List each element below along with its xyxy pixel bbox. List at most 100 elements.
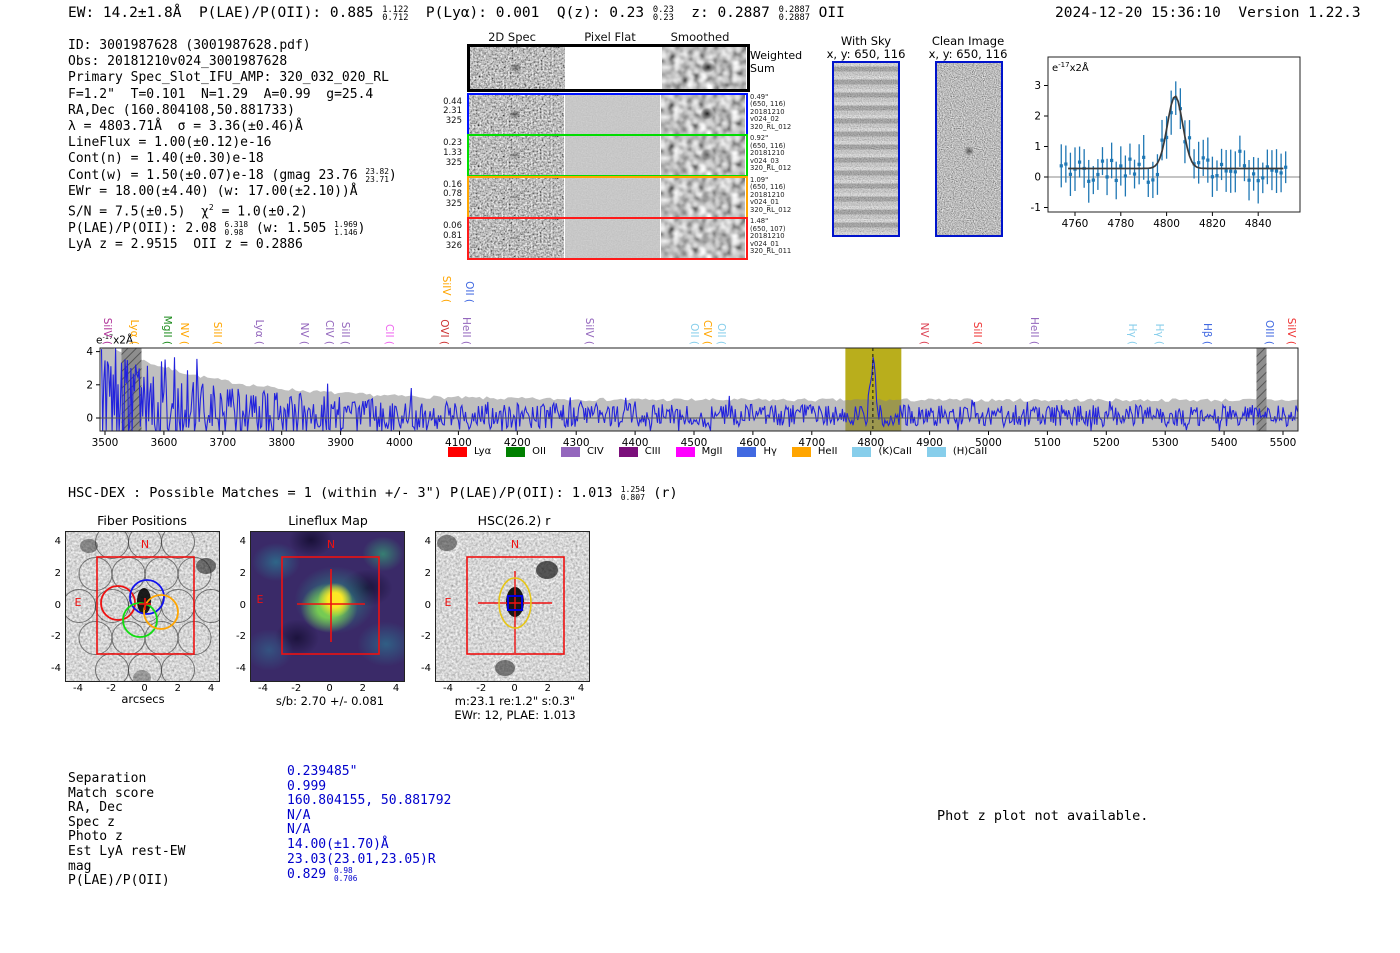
match-table-values: 0.239485" 0.999 160.804155, 50.881792 N/A N/… xyxy=(287,764,452,883)
smoothed-source-blob xyxy=(661,136,745,175)
noise-texture xyxy=(565,94,660,134)
svg-text:0: 0 xyxy=(1034,172,1041,184)
text-segment: OII xyxy=(809,5,845,21)
panel-x-tick: 0 xyxy=(326,683,333,694)
with-sky-coords: x, y: 650, 116 xyxy=(826,47,906,61)
text-segment: N/A xyxy=(287,822,311,838)
svg-text:e-17x2Å: e-17x2Å xyxy=(1052,61,1089,74)
spec2d-source-blob xyxy=(470,47,565,89)
svg-text:4900: 4900 xyxy=(916,437,943,449)
spec2d-source-blob xyxy=(469,94,564,134)
emission-line-label: SiIV ( xyxy=(440,275,453,303)
fiber-positions-image: NE xyxy=(66,532,219,681)
meta-gap xyxy=(1221,5,1238,21)
text-segment: ) xyxy=(357,220,366,236)
full-spectrum-plot: 3500 3600 3700 3800 3900 4000 4100 4200 4300 4400… xyxy=(86,346,1299,449)
spec2d-cell-smoothed xyxy=(661,136,745,175)
panel-x-tick: 2 xyxy=(544,683,551,694)
legend-label: HeII xyxy=(817,446,838,457)
emission-line-label: SiII ( xyxy=(970,321,983,345)
svg-text:2: 2 xyxy=(1034,111,1041,123)
text-segment: = 1.0(±0.2) xyxy=(213,204,308,220)
panel-x-tick: -4 xyxy=(73,683,83,694)
match-row-value: 160.804155, 50.881792 xyxy=(287,793,452,809)
text-segment: LyA z = 2.9515 OII z = 0.2886 xyxy=(68,236,303,252)
svg-text:4300: 4300 xyxy=(563,437,590,449)
svg-text:4200: 4200 xyxy=(504,437,531,449)
svg-text:4500: 4500 xyxy=(681,437,708,449)
summary-header-text: EW: 14.2±1.8Å P(LAE)/P(OII): 0.885 1.122… xyxy=(68,4,845,24)
emission-line-label: CIV ( xyxy=(323,319,335,345)
text-segment: EWr = 18.00(±4.40) (w: 17.00(±2.10))Å xyxy=(68,183,358,199)
info-line: Cont(w) = 1.50(±0.07)e-18 (gmag 23.76 23… xyxy=(68,167,397,184)
lineflux-map-xlabel: s/b: 2.70 +/- 0.081 xyxy=(275,694,385,708)
svg-text:3: 3 xyxy=(1034,80,1041,92)
fiber-positions-xlabel: arcsecs xyxy=(121,692,165,706)
legend-swatch xyxy=(618,446,638,457)
legend-swatch xyxy=(737,446,757,457)
svg-text:4800: 4800 xyxy=(1153,218,1180,230)
legend-item: Hγ xyxy=(737,446,777,457)
match-row-label: Spec z xyxy=(68,814,115,830)
noise-texture xyxy=(565,177,660,217)
panel-x-tick: 0 xyxy=(141,683,148,694)
legend-label: MgII xyxy=(701,446,723,457)
spec2d-cell-pixelflat xyxy=(565,177,660,217)
panel-y-tick: 4 xyxy=(54,536,61,547)
stacked-uncertainty: 1.969 1.146 xyxy=(334,219,358,237)
spec2d-row-left-values: 0.16 0.78 325 xyxy=(443,179,462,210)
spec2d-source-blob xyxy=(469,177,564,217)
spec2d-cell-smoothed xyxy=(662,47,746,89)
phot-z-note: Phot z plot not available. xyxy=(937,808,1149,824)
text-segment: P(Lyα): 0.001 Q(z): 0.23 xyxy=(408,5,653,21)
panel-x-tick: 4 xyxy=(392,683,400,694)
panel-y-tick: -2 xyxy=(51,631,61,643)
info-line: LyA z = 2.9515 OII z = 0.2886 xyxy=(68,237,397,253)
panel-y-tick: 4 xyxy=(424,536,431,547)
noise-texture xyxy=(565,136,660,175)
weighted-sum-label: Weighted Sum xyxy=(750,49,802,75)
panel-y-tick: -4 xyxy=(236,663,246,674)
text-segment: F=1.2" T=0.101 N=1.29 A=0.99 g=25.4 xyxy=(68,86,374,102)
clean-image-cutout xyxy=(935,61,1003,237)
smoothed-source-blob xyxy=(661,219,745,258)
hsc-dex-summary: HSC-DEX : Possible Matches = 1 (within +… xyxy=(68,485,678,502)
stacked-uncertainty: 0.2887 0.2887 xyxy=(778,4,810,24)
spec2d-cell-pixelflat xyxy=(565,136,660,175)
text-segment: 14.00(±1.70)Å xyxy=(287,836,389,852)
svg-text:4400: 4400 xyxy=(622,437,649,449)
spec2d-row-right-labels: 1.09" (650, 116) 20181210 v024_01 320_RL… xyxy=(750,175,792,214)
text-segment: 160.804155, 50.881792 xyxy=(287,793,452,809)
emission-line-label: NV ( xyxy=(178,322,191,345)
info-line: Cont(n) = 1.40(±0.30)e-18 xyxy=(68,151,397,167)
info-line: ID: 3001987628 (3001987628.pdf) xyxy=(68,38,397,54)
spec2d-cell-2dspec xyxy=(470,47,565,89)
svg-text:E: E xyxy=(75,596,82,609)
panel-x-tick: -4 xyxy=(258,683,268,694)
svg-text:4100: 4100 xyxy=(445,437,472,449)
svg-text:4: 4 xyxy=(86,346,93,358)
emission-line-label: NV ( xyxy=(298,322,311,345)
svg-text:4820: 4820 xyxy=(1199,218,1226,230)
legend-label: (K)CaII xyxy=(878,446,912,457)
legend-label: (H)CaII xyxy=(952,446,988,457)
emission-line-label: OII ( xyxy=(688,323,701,345)
line-fit-plot: 4760 4780 4800 4820 4840 -1 0 1 2 3 e-17x2Å xyxy=(1031,56,1301,230)
detection-info-block: ID: 3001987628 (3001987628.pdf) Obs: 2018… xyxy=(68,38,397,253)
panel-x-tick: -2 xyxy=(106,683,117,694)
stacked-uncertainty: 1.254 0.807 xyxy=(620,484,646,503)
clean-image-title-line: Clean Image xyxy=(931,34,1005,48)
info-line: RA,Dec (160.804108,50.881733) xyxy=(68,103,397,119)
spec2d-cell-pixelflat xyxy=(565,94,660,134)
panel-x-tick: 2 xyxy=(359,683,366,694)
legend-swatch xyxy=(506,446,526,457)
panel-x-tick: 4 xyxy=(207,683,215,694)
hsc-r-xlabel-line1: m:23.1 re:1.2" s:0.3" xyxy=(454,694,576,708)
hsc-r-title: HSC(26.2) r xyxy=(477,513,551,528)
emission-line-label: MgII ( xyxy=(161,315,173,345)
text-segment: z: 0.2887 xyxy=(673,5,779,21)
svg-text:3500: 3500 xyxy=(92,437,119,449)
